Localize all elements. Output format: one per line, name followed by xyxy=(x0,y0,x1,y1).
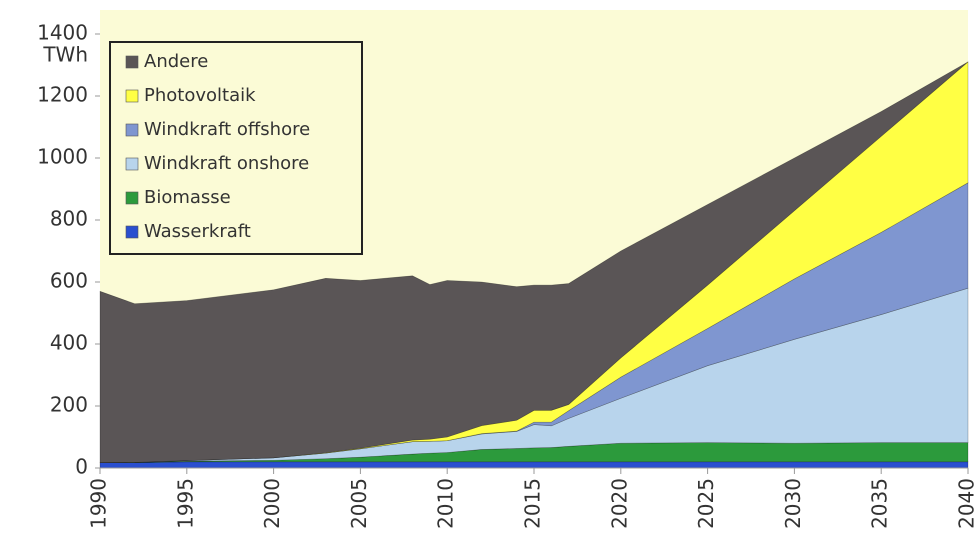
x-tick-label: 2030 xyxy=(781,478,805,529)
x-tick-label: 2025 xyxy=(694,478,718,529)
y-axis-label: TWh xyxy=(42,43,88,67)
x-tick-label: 2010 xyxy=(434,478,458,529)
y-tick-label: 600 xyxy=(50,269,88,293)
y-tick-label: 1400 xyxy=(37,21,88,45)
legend-swatch xyxy=(125,123,139,137)
y-tick-label: 400 xyxy=(50,331,88,355)
x-tick-label: 1990 xyxy=(87,478,111,529)
legend-swatch xyxy=(125,191,139,205)
legend-swatch xyxy=(125,55,139,69)
legend-swatch xyxy=(125,89,139,103)
x-tick-label: 2035 xyxy=(868,478,892,529)
legend-label: Photovoltaik xyxy=(144,85,256,106)
area xyxy=(99,461,969,469)
legend-label: Biomasse xyxy=(144,187,231,208)
area xyxy=(99,61,969,464)
x-tick-label: 2040 xyxy=(955,478,978,529)
x-tick-label: 1995 xyxy=(173,478,197,529)
x-tick-label: 2015 xyxy=(521,478,545,529)
y-tick-label: 1200 xyxy=(37,83,88,107)
y-tick-label: 800 xyxy=(50,207,88,231)
y-tick-label: 0 xyxy=(75,455,88,479)
x-tick-label: 2000 xyxy=(260,478,284,529)
legend-label: Windkraft onshore xyxy=(144,153,309,174)
legend-label: Andere xyxy=(144,51,208,72)
x-tick-label: 2005 xyxy=(347,478,371,529)
x-tick-label: 2020 xyxy=(607,478,631,529)
y-tick-label: 200 xyxy=(50,393,88,417)
legend-box xyxy=(109,41,363,255)
legend-label: Windkraft offshore xyxy=(144,119,310,140)
legend-swatch xyxy=(125,225,139,239)
legend-label: Wasserkraft xyxy=(144,221,251,242)
y-tick-label: 1000 xyxy=(37,145,88,169)
legend-swatch xyxy=(125,157,139,171)
